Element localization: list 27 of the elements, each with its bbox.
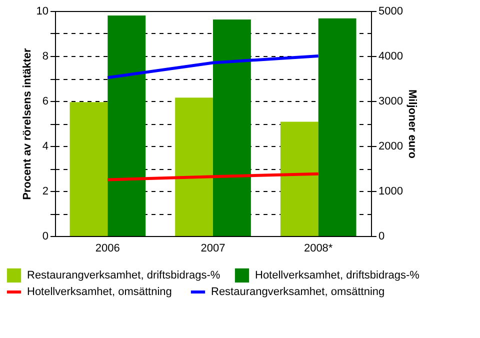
y-tick-label: 2 <box>42 186 48 198</box>
legend-label: Hotellverksamhet, driftsbidrags-% <box>255 269 420 282</box>
y2-tick-label: 4000 <box>378 50 403 62</box>
y2-tick-label: 5000 <box>378 6 403 18</box>
bar <box>213 20 251 236</box>
y-axis-title: Procent av rörelsens intäkter <box>21 47 34 200</box>
y-tick-label: 10 <box>36 6 48 18</box>
y-tick-label: 6 <box>42 96 48 108</box>
x-tick-label: 2008* <box>304 242 334 254</box>
bar <box>70 102 108 236</box>
y2-tick-label: 3000 <box>378 96 403 108</box>
legend-label: Restaurangverksamhet, omsättning <box>211 286 385 298</box>
y-tick-label: 8 <box>42 50 48 62</box>
y2-tick-label: 0 <box>378 230 385 242</box>
x-tick-label: 2007 <box>200 242 226 254</box>
y-tick-label: 4 <box>42 140 48 152</box>
y2-tick-label: 1000 <box>378 186 403 198</box>
bar <box>175 98 213 236</box>
bar <box>318 18 356 236</box>
x-tick-label: 2006 <box>95 242 120 254</box>
y2-tick-label: 2000 <box>378 140 403 152</box>
y2-axis-title: Miljoner euro <box>406 89 418 159</box>
legend-label: Hotellverksamhet, omsättning <box>27 286 172 298</box>
y-tick-label: 0 <box>42 230 48 242</box>
bar <box>280 122 318 236</box>
bar <box>108 16 146 236</box>
legend-label: Restaurangverksamhet, driftsbidrags-% <box>27 269 220 282</box>
